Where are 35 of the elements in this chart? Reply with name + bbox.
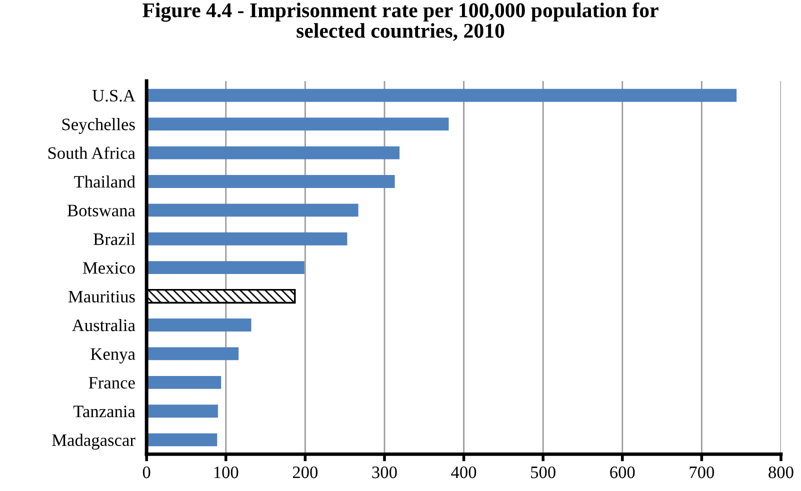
y-tick-label: Mexico: [82, 262, 135, 274]
x-tick-label: 400: [451, 466, 476, 478]
bar: [146, 261, 304, 274]
bar: [146, 433, 218, 446]
y-tick-label: U.S.A: [92, 90, 136, 102]
bar: [146, 232, 348, 246]
bar: [146, 175, 395, 188]
x-tick-label: 200: [292, 466, 318, 478]
y-tick-label: Madagascar: [52, 434, 136, 450]
x-tick-label: 800: [768, 466, 794, 478]
bar: [146, 204, 358, 217]
bar: [146, 146, 400, 160]
y-tick-label: Botswana: [68, 204, 136, 216]
bar: [146, 376, 222, 389]
bar: [146, 347, 239, 360]
y-tick-label: Seychelles: [62, 118, 135, 134]
y-tick-label: Brazil: [94, 232, 136, 246]
x-tick-label: 600: [610, 466, 635, 478]
bar: [146, 318, 252, 332]
x-tick-label: 500: [531, 466, 556, 478]
bar: [146, 118, 449, 131]
y-tick-label: Kenya: [90, 348, 136, 364]
y-tick-label: Thailand: [74, 175, 136, 188]
x-tick-label: 0: [142, 466, 150, 478]
y-tick-label: Mauritius: [68, 290, 135, 302]
x-tick-label: 700: [690, 466, 714, 478]
y-tick-label: Australia: [72, 318, 136, 332]
x-tick-label: 300: [372, 466, 397, 478]
chart-title: Figure 4.4 - Imprisonment rate per 100,000 population for selected countries, 2010: [142, 2, 658, 41]
y-tick-label: France: [88, 377, 135, 389]
bar: [146, 88, 737, 102]
bar: [146, 404, 218, 418]
x-tick-label: 100: [214, 466, 238, 478]
y-tick-label: South Africa: [48, 146, 136, 159]
y-tick-label: Tanzania: [73, 406, 136, 418]
